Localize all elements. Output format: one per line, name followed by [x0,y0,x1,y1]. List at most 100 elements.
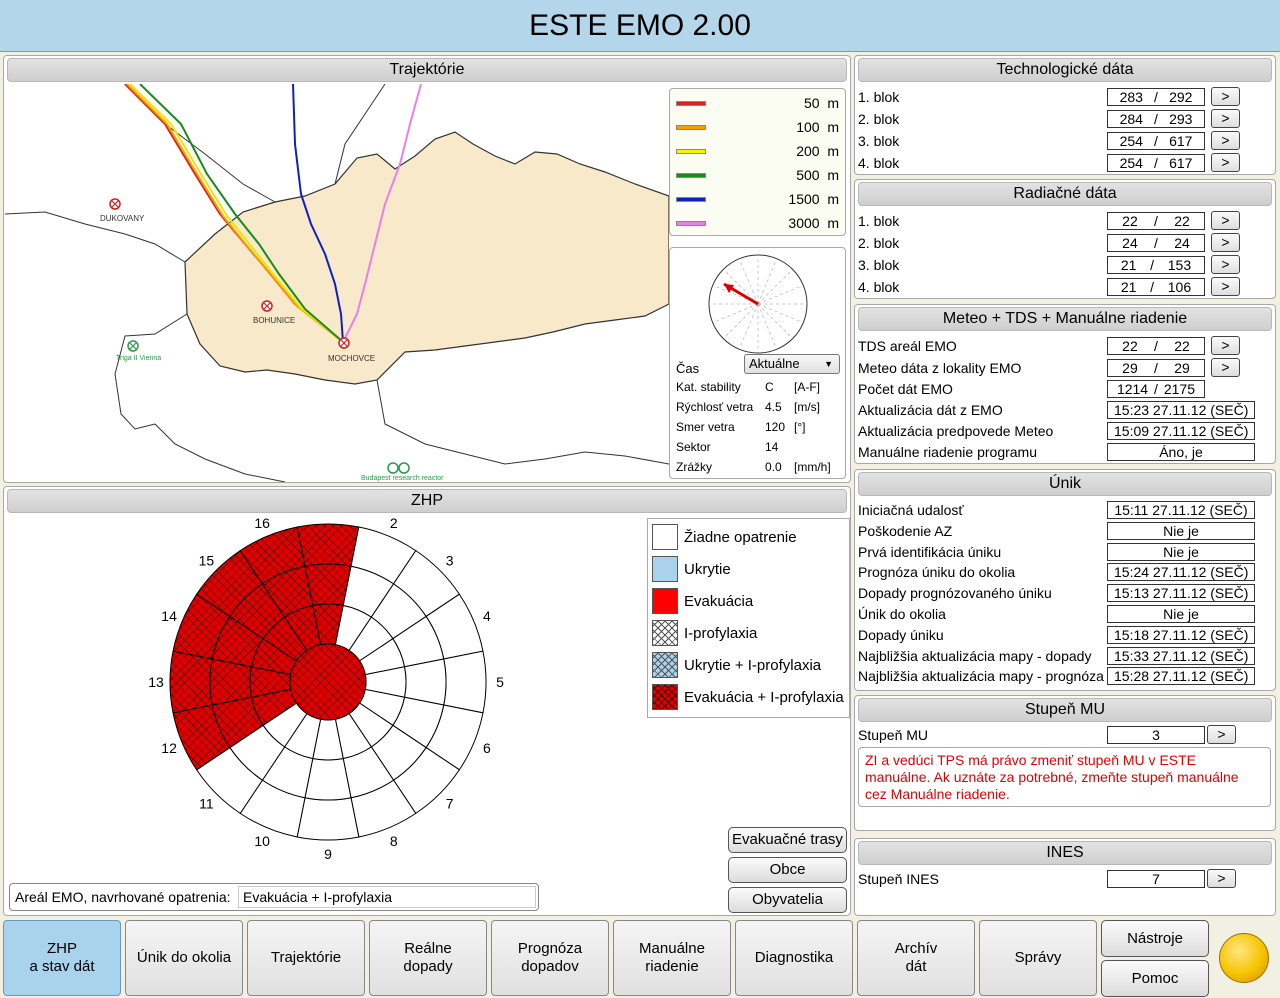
wind-rose-spoke [723,303,759,339]
rad-value-a: 22 [1122,213,1138,229]
tech-detail-button[interactable]: > [1211,131,1240,150]
rad-row-values: 24 / 24 [1107,234,1205,252]
rad-value-b: 153 [1167,257,1192,273]
tech-value-a: 254 [1119,133,1143,149]
separator: / [1150,257,1155,273]
unik-header: Únik [858,472,1272,496]
meteo-param-label: Rýchlosť vetra [676,400,754,414]
zhp-legend-swatch [652,588,678,614]
zhp-legend-label: Evakuácia [684,592,754,610]
separator: / [1154,235,1158,251]
tech-detail-button[interactable]: > [1211,87,1240,106]
ines-value: 7 [1107,870,1205,888]
ines-header: INES [858,841,1272,865]
rad-detail-button[interactable]: > [1211,255,1240,274]
sector-number-label: 7 [446,796,454,812]
rad-detail-button[interactable]: > [1211,211,1240,230]
stupen-change-button[interactable]: > [1207,725,1236,744]
border-line-hungary [376,379,669,465]
nav-button[interactable]: ZHP a stav dát [3,920,121,996]
akt-meteo-label: Aktualizácia predpovede Meteo [858,423,1054,439]
evakuacne-trasy-button[interactable]: Evakuačné trasy [728,827,847,853]
meteo-param-value: 0.0 [765,460,782,474]
tech-value-a: 254 [1119,155,1143,171]
separator: / [1154,89,1158,105]
rad-value-b: 106 [1167,279,1192,295]
unik-row-label: Najbližšia aktualizácia mapy - dopady [858,647,1092,664]
tech-row-label: 2. blok [858,111,900,127]
zhp-legend-swatch [652,652,678,678]
mochovce-marker [338,337,350,349]
trajectories-header: Trajektórie [7,58,847,82]
trajectory-1500m [292,84,344,343]
zhp-sector-1-ring-3 [296,523,360,567]
tech-row-values: 254 / 617 [1107,132,1205,150]
meteo-data-button[interactable]: > [1211,358,1240,377]
nastroje-button[interactable]: Nástroje [1101,920,1209,957]
meteo-param-value: 120 [765,420,786,434]
zhp-sector-9-ring-3 [296,797,360,841]
manual-label: Manuálne riadenie programu [858,444,1037,460]
rad-value-a: 21 [1120,279,1137,295]
stupen-value: 3 [1107,726,1205,744]
nav-button[interactable]: Reálne dopady [369,920,487,996]
ines-change-button[interactable]: > [1207,869,1236,888]
meteo-param-unit: [mm/h] [794,460,831,474]
trajectory-map[interactable]: DUKOVANY BOHUNICE MOCHOVCE Triga II Vien… [5,84,669,482]
trajectory-legend-item: 100 m [676,115,839,139]
rad-detail-button[interactable]: > [1211,233,1240,252]
stupen-header: Stupeň MU [858,698,1272,722]
separator: / [1154,111,1158,127]
zhp-legend-label: I-profylaxia [684,624,758,642]
nav-button[interactable]: Archív dát [857,920,975,996]
cas-select[interactable]: Aktuálne ▼ [744,354,840,374]
nav-button[interactable]: Diagnostika [735,920,853,996]
legend-line-swatch [676,124,706,130]
tech-detail-button[interactable]: > [1211,109,1240,128]
trajectory-legend: 50 m 100 m 200 m 500 m 1500 m 3000 m [669,88,846,236]
obyvatelia-button[interactable]: Obyvatelia [728,887,847,913]
rad-header: Radiačné dáta [858,182,1272,206]
bohunice-label: BOHUNICE [253,316,295,325]
separator: / [1154,133,1158,149]
unik-panel: Únik Iniciačná udalosť 15:11 27.11.12 (SE… [854,469,1276,691]
wind-rose [708,254,808,354]
nav-button[interactable]: Manuálne riadenie [613,920,731,996]
obce-button[interactable]: Obce [728,857,847,883]
unik-row-label: Dopady úniku [858,626,944,643]
triga-label: Triga II Vienna [116,355,161,362]
unik-row-value: 15:13 27.11.12 (SEČ) [1107,584,1255,603]
tds-detail-button[interactable]: > [1211,336,1240,355]
nav-button[interactable]: Správy [979,920,1097,996]
zhp-sector-chart[interactable]: 12345678910111213141516 [138,517,518,887]
ines-panel: INES Stupeň INES 7 > [854,838,1276,916]
sector-number-label: 4 [483,608,491,624]
zhp-legend-item: Ukrytie + I-profylaxia [652,649,845,681]
nav-button[interactable]: Trajektórie [247,920,365,996]
border-line-north2 [334,84,386,185]
tech-detail-button[interactable]: > [1211,153,1240,172]
ines-label: Stupeň INES [858,871,939,887]
trajectory-legend-label: 3000 m [788,215,839,231]
tech-value-b: 617 [1169,155,1193,171]
tech-row-values: 283 / 292 [1107,88,1205,106]
meteo-box: Čas Aktuálne ▼ Kat. stability C [A-F] Rýchl… [669,247,846,479]
areal-value: Evakuácia + I-profylaxia [238,886,536,908]
budapest-label: Budapest research reactor [361,475,444,482]
unik-row-label: Najbližšia aktualizácia mapy - prognóza [858,668,1104,685]
wind-rose-spoke [757,269,793,305]
chevron-down-icon: ▼ [824,359,833,369]
legend-line-swatch [676,100,706,106]
zhp-legend-item: I-profylaxia [652,617,845,649]
trajectory-3000m [342,84,422,343]
sector-number-label: 14 [161,608,177,624]
sector-number-label: 15 [199,552,215,568]
sector-number-label: 11 [199,796,214,812]
pomoc-button[interactable]: Pomoc [1101,960,1209,997]
nav-button[interactable]: Prognóza dopadov [491,920,609,996]
sector-number-label: 8 [390,833,398,849]
rad-detail-button[interactable]: > [1211,277,1240,296]
nav-button[interactable]: Únik do okolia [125,920,243,996]
meteo-param-value: 4.5 [765,400,782,414]
cas-label: Čas [676,361,700,376]
